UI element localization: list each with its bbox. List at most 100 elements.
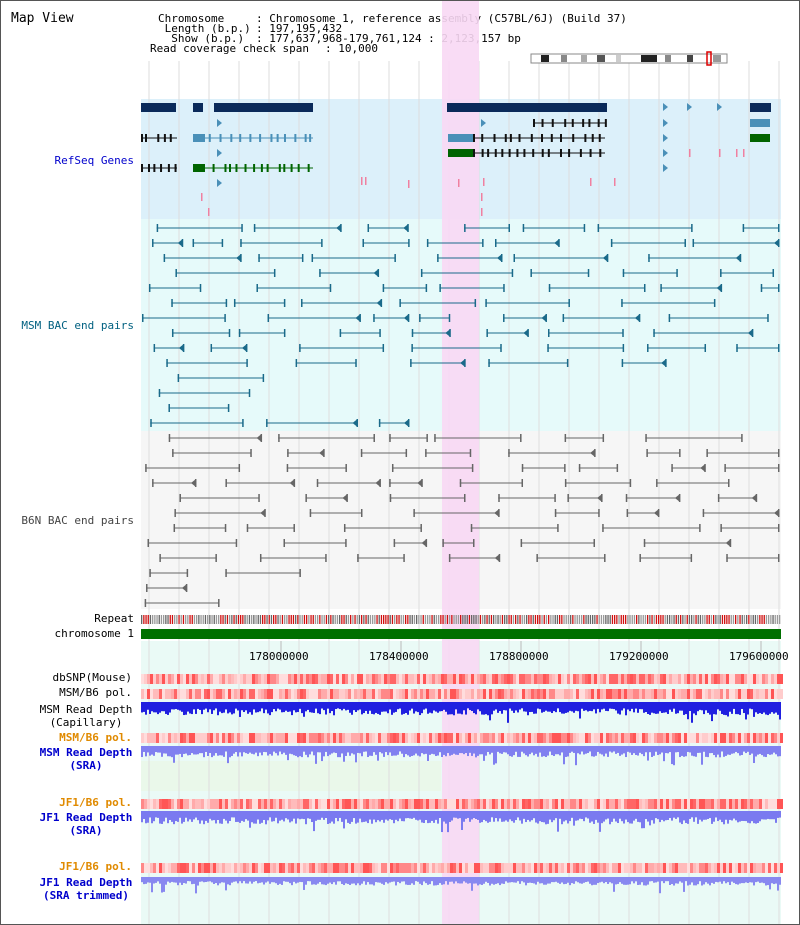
bac-end [238, 464, 241, 472]
ideogram-marker [706, 51, 712, 66]
depth-bar [595, 877, 597, 885]
heat-cell [348, 799, 351, 809]
depth-bar [225, 746, 227, 752]
heat-cell [648, 689, 651, 699]
depth-bar [635, 811, 637, 819]
gene-arrow [217, 179, 222, 187]
depth-bar [349, 811, 351, 824]
depth-bar [209, 877, 211, 882]
heat-cell [321, 863, 324, 873]
depth-bar [173, 746, 175, 763]
heat-cell [195, 863, 198, 873]
heat-cell [702, 733, 705, 743]
repeat-mark [400, 615, 402, 624]
heat-cell [561, 799, 564, 809]
heat-cell [192, 674, 195, 684]
repeat-mark [163, 615, 165, 624]
span-value: : 10,000 [325, 42, 378, 55]
heat-cell [216, 799, 219, 809]
depth-bar [233, 702, 235, 714]
heat-cell [384, 674, 387, 684]
heat-cell [396, 863, 399, 873]
gene-exon [564, 119, 567, 127]
gene-mark [590, 178, 592, 186]
depth-bar [457, 746, 459, 755]
heat-cell [372, 863, 375, 873]
repeat-mark [666, 615, 669, 624]
heat-cell [768, 733, 771, 743]
depth-bar [407, 877, 409, 885]
depth-bar [363, 746, 365, 752]
repeat-mark [350, 615, 352, 624]
bac-end [639, 554, 641, 562]
depth-bar [609, 702, 611, 709]
depth-bar [397, 746, 399, 755]
gene-exon [591, 134, 594, 142]
heat-cell [219, 733, 222, 743]
depth-bar [765, 702, 767, 715]
depth-bar [469, 702, 471, 711]
repeat-mark [726, 615, 728, 624]
heat-cell [312, 674, 315, 684]
depth-bar [667, 811, 669, 821]
gene-exon [541, 134, 544, 142]
heat-cell [492, 733, 495, 743]
bac-end [221, 239, 224, 247]
heat-cell [573, 689, 576, 699]
gene-arrow [663, 134, 668, 142]
heat-cell [438, 674, 441, 684]
heat-cell [147, 674, 150, 684]
heat-cell [675, 674, 678, 684]
depth-bar [679, 746, 681, 758]
heat-cell [678, 689, 681, 699]
heat-cell [777, 733, 780, 743]
depth-bar [333, 811, 335, 824]
depth-bar [659, 702, 661, 712]
heat-cell [444, 799, 447, 809]
heat-cell [153, 799, 156, 809]
depth-bar [683, 702, 685, 715]
heat-cell [396, 799, 399, 809]
heat-cell [375, 674, 378, 684]
repeat-mark [299, 615, 301, 624]
heat-cell [528, 799, 531, 809]
depth-bar [529, 746, 531, 755]
heat-cell [597, 863, 600, 873]
depth-bar [217, 811, 219, 820]
heat-cell [312, 863, 315, 873]
heat-cell [630, 674, 633, 684]
heat-cell [318, 799, 321, 809]
heat-cell [681, 689, 684, 699]
heat-cell [654, 799, 657, 809]
heat-cell [762, 689, 765, 699]
repeat-mark [779, 615, 781, 624]
depth-bar [273, 877, 275, 883]
depth-bar [153, 877, 155, 884]
heat-cell [777, 863, 780, 873]
depth-bar [699, 811, 701, 820]
repeat-mark [631, 615, 633, 624]
depth-bar [775, 811, 777, 823]
heat-cell [399, 674, 402, 684]
depth-bar [563, 811, 565, 822]
depth-bar [727, 702, 729, 717]
depth-bar [435, 746, 437, 757]
heat-cell [216, 863, 219, 873]
repeat-mark [563, 615, 565, 624]
gene-exon [167, 164, 170, 172]
depth-bar [641, 877, 643, 883]
repeat-mark [746, 615, 748, 624]
heat-cell [198, 863, 201, 873]
heat-cell [642, 799, 645, 809]
repeat-mark [567, 615, 570, 624]
heat-cell [534, 689, 537, 699]
heat-cell [342, 799, 345, 809]
depth-bar [565, 746, 567, 757]
heat-cell [774, 799, 777, 809]
depth-bar [769, 702, 771, 714]
repeat-mark [460, 615, 462, 624]
depth-bar [753, 702, 755, 717]
heat-cell [408, 863, 411, 873]
depth-bar [141, 702, 143, 713]
